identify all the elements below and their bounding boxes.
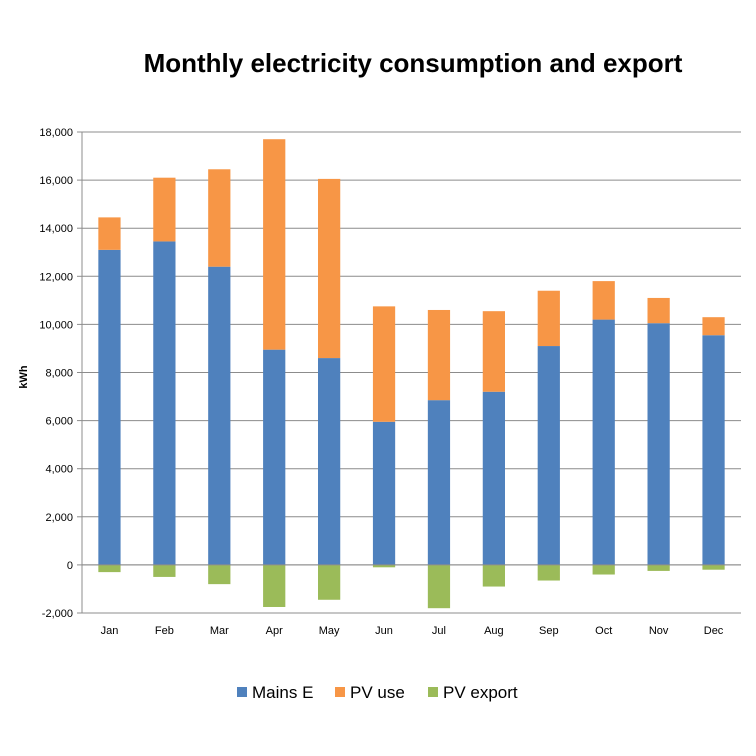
x-tick-label: Dec — [704, 625, 724, 637]
bar-pv-export-dec — [702, 564, 725, 570]
bar-pv-export-jan — [98, 564, 121, 573]
bar-pv-export-aug — [482, 564, 505, 587]
y-tick-label: 6,000 — [45, 416, 73, 428]
bar-mains-e-oct — [592, 319, 615, 565]
bar-mains-e-jul — [427, 400, 451, 565]
bar-pv-use-feb — [153, 177, 176, 242]
legend-label: PV use — [350, 683, 405, 702]
y-tick-label: 4,000 — [45, 464, 73, 476]
bar-pv-use-oct — [592, 281, 615, 320]
bar-pv-use-nov — [647, 297, 670, 324]
bar-pv-use-jun — [372, 306, 396, 422]
bar-mains-e-dec — [702, 335, 725, 565]
gridlines — [82, 131, 741, 614]
y-tick-label: 16,000 — [39, 175, 73, 187]
y-tick-label: 10,000 — [39, 319, 73, 331]
x-tick-label: Mar — [210, 625, 229, 637]
x-tick-label: Jul — [432, 625, 446, 637]
bar-pv-export-nov — [647, 564, 670, 571]
bar-pv-use-apr — [263, 139, 286, 350]
legend-swatch — [428, 687, 438, 697]
bar-pv-use-may — [318, 178, 341, 359]
x-tick-label: Oct — [595, 625, 612, 637]
bar-mains-e-jan — [98, 249, 121, 565]
x-tick-label: Feb — [155, 625, 174, 637]
y-tick-label: 0 — [67, 560, 73, 572]
legend-label: PV export — [443, 683, 518, 702]
bar-pv-export-jul — [427, 564, 451, 609]
bar-mains-e-aug — [482, 391, 505, 565]
bar-pv-export-jun — [372, 564, 396, 568]
bar-pv-export-feb — [153, 564, 176, 577]
bar-pv-use-dec — [702, 317, 725, 336]
bar-mains-e-apr — [263, 349, 286, 565]
bar-pv-use-jul — [427, 309, 451, 401]
x-tick-label: Sep — [539, 625, 559, 637]
y-tick-label: 8,000 — [45, 368, 73, 380]
bar-pv-export-apr — [263, 564, 286, 607]
bar-mains-e-may — [318, 358, 341, 565]
bar-pv-use-sep — [537, 290, 560, 347]
x-tick-label: Nov — [649, 625, 669, 637]
bar-pv-use-mar — [208, 169, 231, 267]
legend-swatch — [335, 687, 345, 697]
y-axis-label: kWh — [18, 365, 30, 389]
bar-pv-use-aug — [482, 311, 505, 392]
x-tick-label: Jan — [101, 625, 119, 637]
legend-swatch — [237, 687, 247, 697]
x-tick-label: May — [319, 625, 340, 637]
bar-pv-export-sep — [537, 564, 560, 581]
legend-label: Mains E — [252, 683, 313, 702]
bar-mains-e-feb — [153, 241, 176, 565]
axes: -2,000 0 2,000 4,000 6,000 8,000 10,000 12,000 1… — [39, 127, 741, 637]
x-tick-label: Apr — [266, 625, 283, 637]
y-tick-label: 18,000 — [39, 127, 73, 139]
bar-mains-e-nov — [647, 323, 670, 565]
y-tick-label: -2,000 — [42, 608, 73, 620]
bar-mains-e-sep — [537, 346, 560, 565]
bar-pv-export-oct — [592, 564, 615, 575]
bar-pv-export-mar — [208, 564, 231, 585]
bar-mains-e-jun — [372, 421, 396, 565]
y-tick-label: 2,000 — [45, 512, 73, 524]
bar-pv-use-jan — [98, 217, 121, 250]
x-tick-label: Aug — [484, 625, 504, 637]
legend: Mains E PV use PV export — [237, 683, 518, 702]
x-tick-label: Jun — [375, 625, 393, 637]
y-tick-label: 12,000 — [39, 271, 73, 283]
bar-pv-export-may — [318, 564, 341, 600]
bars — [98, 139, 725, 609]
bar-mains-e-mar — [208, 266, 231, 565]
chart-title: Monthly electricity consumption and expo… — [143, 48, 683, 78]
y-tick-label: 14,000 — [39, 223, 73, 235]
